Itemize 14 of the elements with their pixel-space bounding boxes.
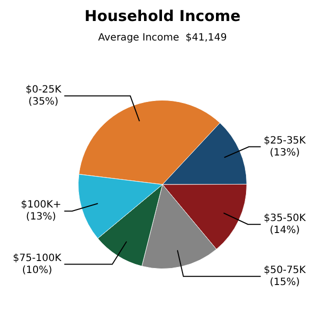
chart-title: Household Income: [84, 6, 240, 25]
data-label: (10%): [22, 264, 52, 276]
slice-label: $100K+: [20, 200, 62, 211]
data-label: (13%): [26, 212, 56, 223]
slice-label: $35-50K: [264, 212, 306, 224]
slice-label: $50-75K: [264, 265, 306, 276]
data-label: (13%): [270, 147, 300, 158]
data-label: (15%): [270, 277, 300, 288]
slice-label: $25-35K: [264, 135, 306, 146]
data-label: (14%): [270, 224, 300, 236]
slice-label: $0-25K: [26, 84, 62, 96]
chart-subtitle: Average Income $41,149: [98, 32, 227, 44]
data-label: (35%): [28, 96, 59, 108]
slice-label: $75-100K: [12, 252, 62, 264]
